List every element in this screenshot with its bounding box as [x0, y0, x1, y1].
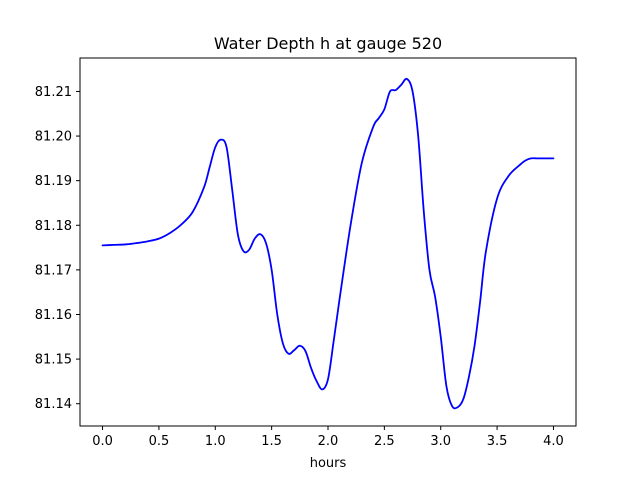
y-tick-label: 81.20	[35, 130, 72, 145]
x-axis-ticks: 0.0 0.5 1.0 1.5 2.0 2.5 3.0 3.5 4.0	[92, 426, 564, 449]
chart-title: Water Depth h at gauge 520	[214, 34, 442, 53]
x-tick-label: 1.0	[205, 434, 226, 449]
y-axis-ticks: 81.14 81.15 81.16 81.17 81.18 81.19 81.20 81.21	[35, 85, 80, 412]
x-axis-label: hours	[310, 456, 347, 471]
y-tick-label: 81.15	[35, 353, 72, 368]
x-tick-label: 0.0	[92, 434, 113, 449]
y-tick-label: 81.17	[35, 263, 72, 278]
y-tick-label: 81.21	[35, 85, 72, 100]
y-tick-label: 81.16	[35, 308, 72, 323]
plot-area	[101, 77, 555, 410]
x-tick-label: 0.5	[149, 434, 170, 449]
x-tick-label: 2.0	[318, 434, 339, 449]
x-tick-label: 2.5	[374, 434, 395, 449]
y-tick-label: 81.19	[35, 174, 72, 189]
series-line	[101, 77, 555, 410]
x-tick-label: 1.5	[261, 434, 282, 449]
y-tick-label: 81.18	[35, 219, 72, 234]
plot-frame	[79, 57, 577, 427]
x-tick-label: 3.0	[430, 434, 451, 449]
x-tick-label: 4.0	[543, 434, 564, 449]
x-tick-label: 3.5	[487, 434, 508, 449]
y-tick-label: 81.14	[35, 397, 72, 412]
